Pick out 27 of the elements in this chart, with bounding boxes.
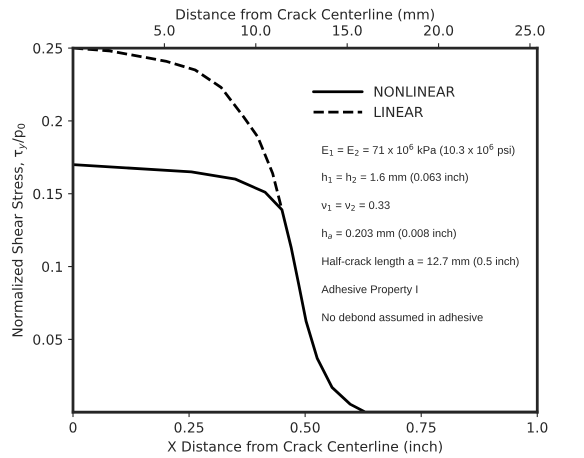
- annotation: h$_{a}$ = 0.203 mm (0.008 inch): [322, 228, 456, 240]
- x-tick-label: 0.50: [290, 422, 320, 433]
- legend-label: NONLINEAR: [374, 86, 455, 97]
- x-tick-label: 0: [69, 422, 76, 433]
- legend-label: LINEAR: [374, 106, 424, 118]
- x-axis-title: X Distance from Crack Centerline (inch): [168, 440, 442, 454]
- annotation: h$_{1}$ = h$_{2}$ = 1.6 mm (0.063 inch): [322, 172, 468, 184]
- y-axis-title: Normalized Shear Stress, τ$_{y}$/p$_{0}$: [12, 124, 27, 336]
- annotation: Adhesive Property I: [321, 285, 418, 296]
- annotation: No debond assumed in adhesive: [322, 313, 483, 322]
- x2-tick-label: 20.0: [424, 25, 454, 36]
- annotation: Half-crack length a = 12.7 mm (0.5 inch): [322, 257, 519, 268]
- y-tick-label: 0.1: [42, 262, 62, 272]
- y-tick-label: 0.15: [33, 188, 62, 200]
- x-tick-label: 0.75: [406, 422, 436, 433]
- text: E$_{1}$ = E$_{2}$ = 71 x 10$^{6}$ kPa (10.3 x 10$^{6}$ psi): [322, 144, 514, 156]
- x2-tick-label: 5.0: [154, 25, 175, 36]
- x2-axis-title: Distance from Crack Centerline (mm): [176, 8, 434, 22]
- y-tick-label: 0.25: [33, 43, 62, 54]
- annotation: ν$_{1}$ = ν$_{2}$ = 0.33: [321, 201, 390, 211]
- y-tick-label: 0.05: [33, 334, 62, 345]
- x-tick-label: 1.0: [528, 422, 548, 433]
- x2-tick-label: 10.0: [242, 25, 270, 36]
- x2-tick-label: 15.0: [333, 25, 362, 36]
- x2-tick-label: 25.0: [516, 25, 545, 36]
- y-tick-label: 0.2: [42, 116, 62, 126]
- x-tick-label: 0.25: [174, 422, 204, 433]
